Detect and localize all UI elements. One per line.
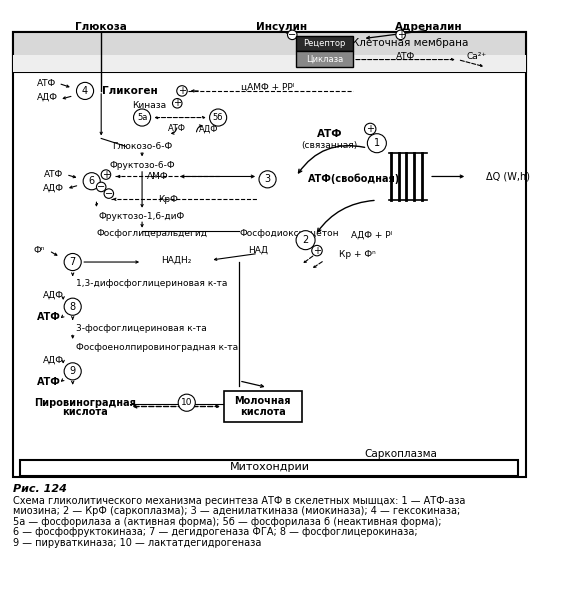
Circle shape	[288, 30, 297, 40]
Text: Фруктозо-6-Ф: Фруктозо-6-Ф	[109, 161, 175, 170]
Text: Пировиноградная: Пировиноградная	[34, 398, 136, 408]
Circle shape	[296, 231, 315, 250]
Text: АМФ: АМФ	[147, 172, 169, 181]
Text: АТФ: АТФ	[168, 125, 186, 134]
Circle shape	[97, 182, 106, 191]
Circle shape	[396, 30, 405, 40]
Text: 1,3-дифосфоглицериновая к-та: 1,3-дифосфоглицериновая к-та	[76, 279, 227, 288]
Circle shape	[259, 171, 276, 188]
Text: Кр + Фⁿ: Кр + Фⁿ	[340, 250, 376, 259]
Text: Фⁿ: Фⁿ	[34, 246, 45, 255]
Circle shape	[64, 253, 81, 270]
Text: 3: 3	[264, 175, 271, 184]
Text: +: +	[397, 30, 405, 40]
Text: 3-фосфоглицериновая к-та: 3-фосфоглицериновая к-та	[76, 324, 206, 333]
Text: Саркоплазма: Саркоплазма	[364, 449, 437, 459]
Text: 2: 2	[302, 235, 308, 245]
Text: Адреналин: Адреналин	[396, 22, 463, 33]
Text: Инсулин: Инсулин	[257, 22, 307, 33]
Text: Фосфоглицеральдегид: Фосфоглицеральдегид	[97, 229, 207, 238]
Text: Рецептор: Рецептор	[303, 39, 346, 48]
Text: Фосфодиоксиацетон: Фосфодиоксиацетон	[239, 229, 338, 238]
Bar	[224, 391, 302, 422]
Bar	[13, 32, 526, 477]
Text: АТФ: АТФ	[316, 129, 342, 138]
Circle shape	[76, 82, 94, 99]
Text: 7: 7	[69, 257, 76, 267]
Text: миозина; 2 — КрФ (саркоплазма); 3 — аденилаткиназа (миокиназа); 4 — гексокиназа;: миозина; 2 — КрФ (саркоплазма); 3 — аден…	[13, 506, 460, 517]
Text: цАМФ + РРᴵ: цАМФ + РРᴵ	[241, 82, 294, 92]
Circle shape	[367, 134, 386, 153]
Circle shape	[172, 99, 182, 108]
Text: АДФ: АДФ	[43, 291, 64, 300]
Text: АДФ: АДФ	[199, 125, 218, 134]
Text: АТФ: АТФ	[396, 52, 415, 61]
Text: 4: 4	[82, 86, 88, 96]
Text: 6: 6	[89, 176, 95, 186]
Text: АТФ: АТФ	[44, 170, 63, 179]
Circle shape	[104, 189, 114, 198]
Text: Киназа: Киназа	[132, 101, 166, 110]
Text: АТФ: АТФ	[37, 312, 61, 322]
Text: +: +	[366, 124, 374, 134]
Text: +: +	[173, 98, 181, 108]
Bar	[13, 32, 526, 72]
Text: АДФ + Рᴵ: АДФ + Рᴵ	[351, 231, 393, 240]
Text: 5б: 5б	[213, 113, 223, 122]
Circle shape	[101, 170, 111, 179]
Text: Схема гликолитического механизма ресинтеза АТФ в скелетных мышцах: 1 — АТФ-аза: Схема гликолитического механизма ресинте…	[13, 496, 465, 506]
Text: +: +	[102, 170, 110, 179]
Bar	[20, 460, 519, 476]
Text: 8: 8	[69, 302, 76, 312]
Text: 1: 1	[374, 138, 380, 148]
Text: 5а — фосфорилаза а (активная форма); 5б — фосфорилаза б (неактивная форма);: 5а — фосфорилаза а (активная форма); 5б …	[13, 517, 441, 527]
Text: +: +	[178, 86, 186, 96]
Text: Фосфоенолпировиноградная к-та: Фосфоенолпировиноградная к-та	[76, 343, 238, 352]
Text: 9 — пируваткиназа; 10 — лактатдегидрогеназа: 9 — пируваткиназа; 10 — лактатдегидроген…	[13, 538, 261, 548]
Text: Циклаза: Циклаза	[306, 55, 343, 64]
Text: НАДН₂: НАДН₂	[161, 256, 192, 265]
Bar	[296, 51, 353, 67]
Circle shape	[178, 394, 195, 411]
Text: АТФ(свободная): АТФ(свободная)	[307, 173, 399, 184]
Text: АТФ: АТФ	[37, 79, 56, 88]
Text: Фруктозо-1,6-диФ: Фруктозо-1,6-диФ	[99, 212, 185, 221]
Text: Ca²⁺: Ca²⁺	[467, 52, 486, 61]
Circle shape	[177, 85, 187, 96]
Text: (связанная): (связанная)	[301, 141, 358, 150]
Text: 9: 9	[69, 367, 76, 376]
Circle shape	[312, 246, 322, 256]
Bar	[13, 55, 526, 72]
Text: АДФ: АДФ	[43, 184, 64, 193]
Circle shape	[64, 363, 81, 380]
Text: Митохондрии: Митохондрии	[229, 462, 310, 473]
Text: −: −	[105, 188, 113, 199]
Text: Клеточная мембрана: Клеточная мембрана	[352, 39, 468, 48]
Text: кислота: кислота	[62, 407, 108, 417]
Text: Молочная
кислота: Молочная кислота	[234, 396, 291, 417]
Text: ΔQ (W,h): ΔQ (W,h)	[486, 172, 530, 181]
Text: +: +	[313, 246, 321, 256]
Text: −: −	[97, 182, 105, 192]
Bar	[296, 36, 353, 51]
Text: 6 — фосфофруктокиназа; 7 — дегидрогеназа ФГА; 8 — фосфоглицерокиназа;: 6 — фосфофруктокиназа; 7 — дегидрогеназа…	[13, 527, 418, 537]
Text: АДФ: АДФ	[37, 92, 58, 101]
Circle shape	[64, 298, 81, 315]
Text: НАД: НАД	[248, 246, 268, 255]
Text: Рис. 124: Рис. 124	[13, 485, 67, 494]
Text: Гликоген: Гликоген	[102, 86, 158, 96]
Circle shape	[364, 123, 376, 135]
Text: КрФ: КрФ	[158, 195, 177, 204]
Circle shape	[83, 173, 100, 190]
Text: Глюкоза: Глюкоза	[75, 22, 127, 33]
Circle shape	[210, 109, 227, 126]
Text: Глюкозо-6-Ф: Глюкозо-6-Ф	[112, 141, 172, 150]
Text: −: −	[288, 30, 296, 40]
Text: АДФ: АДФ	[43, 355, 64, 364]
Text: АТФ: АТФ	[37, 377, 61, 387]
Text: 5а: 5а	[137, 113, 147, 122]
Circle shape	[133, 109, 151, 126]
Text: 10: 10	[181, 398, 193, 407]
